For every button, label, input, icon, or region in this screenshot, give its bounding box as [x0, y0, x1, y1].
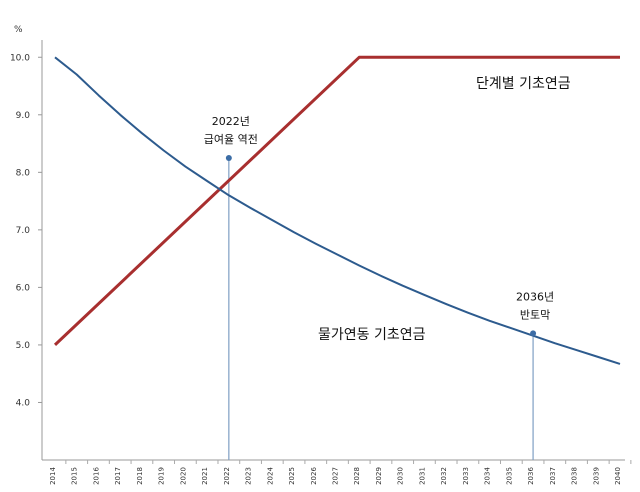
- x-tick-label: 2026: [310, 467, 318, 485]
- annotation-lines: [228, 157, 534, 460]
- x-ticks: 2014 2015 2016 2017 2018 2019 2020 2021 2022 2023…: [49, 460, 632, 485]
- series-layer: [53, 55, 621, 365]
- x-tick-label: 2021: [201, 467, 209, 485]
- x-tick-label: 2040: [614, 467, 622, 485]
- y-tick-label: 6.0: [16, 283, 31, 293]
- x-tick-label: 2019: [158, 467, 166, 485]
- series-line-2: [54, 56, 621, 365]
- series-label-2: 물가연동 기초연금: [318, 327, 426, 343]
- x-tick-label: 2016: [92, 467, 100, 485]
- y-tick-label: 5.0: [16, 341, 31, 351]
- annotation-text: 반토막: [520, 308, 550, 321]
- x-tick-label: 2028: [353, 467, 361, 485]
- x-tick-label: 2017: [114, 467, 122, 485]
- x-tick-label: 2020: [179, 467, 187, 485]
- y-ticks: 4.0 5.0 6.0 7.0 8.0 9.0 10.0: [10, 53, 42, 408]
- series-label-1: 단계별 기초연금: [476, 76, 571, 92]
- x-tick-label: 2031: [418, 467, 426, 485]
- y-tick-label: 10.0: [10, 53, 30, 63]
- y-axis-label: %: [14, 25, 23, 35]
- x-tick-label: 2015: [71, 467, 79, 485]
- x-tick-label: 2030: [397, 467, 405, 485]
- y-tick-label: 7.0: [16, 226, 31, 236]
- series-line-1: [53, 55, 620, 346]
- annotation-year: 2036년: [516, 290, 554, 303]
- x-tick-label: 2023: [245, 467, 253, 485]
- x-tick-label: 2022: [223, 467, 231, 485]
- x-tick-label: 2014: [49, 467, 57, 485]
- y-tick-label: 4.0: [16, 398, 31, 408]
- x-tick-label: 2027: [332, 467, 340, 485]
- annotation-text: 급여율 역전: [204, 133, 258, 146]
- x-tick-label: 2034: [484, 467, 492, 485]
- x-tick-label: 2036: [527, 467, 535, 485]
- x-tick-label: 2032: [440, 467, 448, 485]
- y-tick-label: 9.0: [16, 111, 31, 121]
- x-tick-label: 2035: [505, 467, 513, 485]
- x-tick-label: 2038: [571, 467, 579, 485]
- x-tick-label: 2018: [136, 467, 144, 485]
- annotation-year: 2022년: [212, 115, 250, 128]
- x-tick-label: 2039: [592, 467, 600, 485]
- y-tick-label: 8.0: [16, 168, 31, 178]
- x-tick-label: 2025: [288, 467, 296, 485]
- annotation-marker: [225, 154, 232, 161]
- x-tick-label: 2033: [462, 467, 470, 485]
- x-tick-label: 2037: [549, 467, 557, 485]
- x-tick-label: 2029: [375, 467, 383, 485]
- annotation-marker: [530, 330, 537, 337]
- x-tick-label: 2024: [266, 467, 274, 485]
